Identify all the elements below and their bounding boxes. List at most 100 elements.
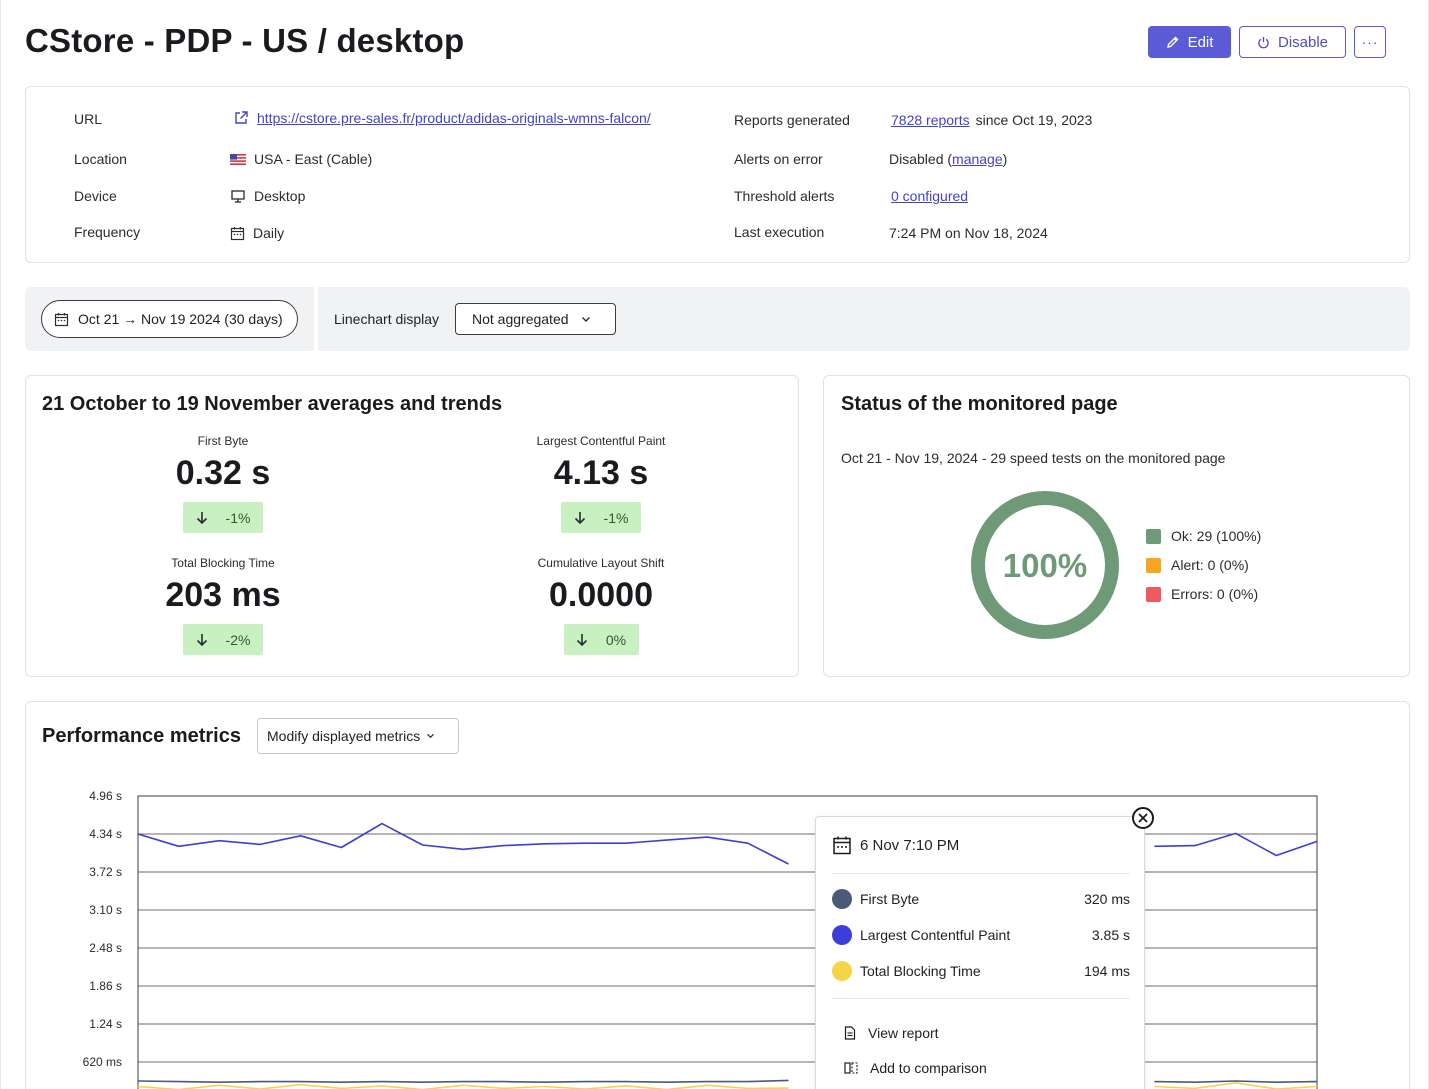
metric-lcp: Largest Contentful Paint 4.13 s -1% bbox=[451, 434, 751, 533]
location-label: Location bbox=[74, 151, 127, 167]
donut-ok-arc bbox=[971, 491, 1119, 639]
donut-label: 100% bbox=[1003, 547, 1087, 584]
trend-badge: -1% bbox=[561, 502, 641, 533]
power-icon bbox=[1258, 36, 1269, 48]
series-line bbox=[137, 822, 1318, 865]
trend-value: 0% bbox=[605, 631, 627, 648]
location-value: USA - East (Cable) bbox=[254, 151, 373, 167]
tooltip-row-name: Largest Contentful Paint bbox=[860, 927, 1011, 943]
averages-card bbox=[25, 375, 799, 677]
disable-button[interactable]: Disable bbox=[1239, 26, 1346, 58]
metric-value: 0.0000 bbox=[549, 576, 653, 614]
manage-alerts-link[interactable]: manage bbox=[952, 151, 1003, 167]
filter-divider bbox=[314, 287, 318, 351]
legend-errors: Errors: 0 (0%) bbox=[1146, 586, 1258, 602]
date-range-picker[interactable]: Oct 21 → Nov 19 2024 (30 days) bbox=[41, 300, 298, 338]
status-subtitle: Oct 21 - Nov 19, 2024 - 29 speed tests o… bbox=[841, 450, 1226, 466]
view-report-label: View report bbox=[868, 1025, 939, 1041]
data-point-tooltip: 6 Nov 7:10 PM First Byte 320 ms Largest … bbox=[815, 816, 1145, 1089]
trend-value: -1% bbox=[603, 509, 629, 526]
reports-label: Reports generated bbox=[734, 112, 850, 128]
trend-value: -2% bbox=[225, 631, 251, 648]
metric-value: 0.32 s bbox=[175, 454, 271, 492]
modify-metrics-label: Modify displayed metrics bbox=[267, 728, 421, 744]
calendar-icon bbox=[833, 836, 851, 855]
tooltip-date-label: 6 Nov 7:10 PM bbox=[860, 836, 960, 854]
external-link-icon bbox=[235, 111, 248, 124]
calendar-icon bbox=[54, 312, 69, 326]
monitored-url-link[interactable]: https://cstore.pre-sales.fr/product/adid… bbox=[257, 110, 651, 126]
legend-swatch-alert bbox=[1146, 557, 1161, 573]
tooltip-row-lcp: Largest Contentful Paint 3.85 s bbox=[832, 925, 1130, 945]
monitor-icon bbox=[231, 189, 245, 203]
metric-first-byte: First Byte 0.32 s -1% bbox=[73, 434, 373, 533]
y-tick-label: 3.72 s bbox=[89, 865, 122, 879]
metric-name: Total Blocking Time bbox=[171, 556, 275, 570]
last-execution-label: Last execution bbox=[734, 224, 825, 240]
linechart-display-select[interactable]: Not aggregated bbox=[455, 303, 616, 335]
tooltip-row-tbt: Total Blocking Time 194 ms bbox=[832, 961, 1130, 981]
add-to-comparison-action[interactable]: Add to comparison bbox=[844, 1060, 987, 1076]
tooltip-divider bbox=[832, 873, 1130, 874]
status-card bbox=[823, 375, 1410, 677]
averages-title: 21 October to 19 November averages and t… bbox=[42, 393, 503, 415]
tooltip-row-value: 194 ms bbox=[1084, 963, 1130, 979]
series-line bbox=[137, 1079, 1318, 1083]
y-tick-label: 2.48 s bbox=[89, 941, 122, 955]
close-icon bbox=[1138, 813, 1148, 823]
tooltip-close-button[interactable] bbox=[1132, 807, 1154, 829]
series-dot bbox=[832, 925, 852, 945]
frequency-label: Frequency bbox=[74, 224, 141, 240]
edit-button-label: Edit bbox=[1187, 33, 1214, 51]
legend-ok-label: Ok: 29 (100%) bbox=[1171, 528, 1262, 544]
threshold-label: Threshold alerts bbox=[734, 188, 835, 204]
pencil-icon bbox=[1166, 36, 1179, 48]
threshold-configured-link[interactable]: 0 configured bbox=[891, 188, 969, 204]
page-title: CStore - PDP - US / desktop bbox=[25, 22, 465, 59]
tooltip-row-name: Total Blocking Time bbox=[860, 963, 981, 979]
performance-title: Performance metrics bbox=[42, 725, 241, 747]
calendar-icon bbox=[230, 226, 245, 240]
metric-name: Largest Contentful Paint bbox=[536, 434, 666, 448]
metric-cls: Cumulative Layout Shift 0.0000 0% bbox=[451, 556, 751, 655]
series-line bbox=[137, 1082, 1318, 1089]
tooltip-row-value: 320 ms bbox=[1084, 891, 1130, 907]
y-tick-label: 3.10 s bbox=[89, 903, 122, 917]
chevron-down-icon bbox=[427, 733, 435, 739]
alerts-value: Disabled ( bbox=[889, 151, 953, 167]
trend-value: -1% bbox=[225, 509, 251, 526]
trend-badge: 0% bbox=[563, 624, 639, 655]
tooltip-row-name: First Byte bbox=[860, 891, 920, 907]
arrow-down-icon bbox=[576, 633, 587, 646]
legend-swatch-ok bbox=[1146, 528, 1161, 544]
frequency-value: Daily bbox=[253, 225, 285, 241]
status-donut: 100% bbox=[971, 491, 1119, 639]
last-execution-value: 7:24 PM on Nov 18, 2024 bbox=[889, 225, 1048, 241]
modify-metrics-dropdown[interactable]: Modify displayed metrics bbox=[257, 718, 459, 754]
legend-errors-label: Errors: 0 (0%) bbox=[1171, 586, 1259, 602]
alerts-close-paren: ) bbox=[1002, 151, 1008, 167]
edit-button[interactable]: Edit bbox=[1148, 26, 1231, 58]
disable-button-label: Disable bbox=[1277, 33, 1329, 51]
arrow-down-icon bbox=[196, 511, 207, 524]
linechart-display-label: Linechart display bbox=[334, 311, 440, 327]
reports-since: since Oct 19, 2023 bbox=[975, 112, 1093, 128]
metric-tbt: Total Blocking Time 203 ms -2% bbox=[73, 556, 373, 655]
reports-link[interactable]: 7828 reports bbox=[891, 112, 970, 128]
tooltip-divider bbox=[832, 998, 1130, 999]
y-tick-label: 620 ms bbox=[83, 1055, 122, 1069]
trend-badge: -2% bbox=[183, 624, 263, 655]
y-tick-label: 4.34 s bbox=[89, 827, 122, 841]
more-options-button[interactable]: ··· bbox=[1354, 26, 1386, 58]
device-label: Device bbox=[74, 188, 117, 204]
arrow-down-icon bbox=[574, 511, 585, 524]
view-report-action[interactable]: View report bbox=[844, 1025, 939, 1041]
y-tick-label: 4.96 s bbox=[89, 789, 122, 803]
us-flag-icon bbox=[230, 153, 246, 165]
linechart-display-value: Not aggregated bbox=[472, 311, 569, 327]
series-dot bbox=[832, 889, 852, 909]
metric-name: Cumulative Layout Shift bbox=[537, 556, 665, 570]
metric-value: 4.13 s bbox=[553, 454, 649, 492]
date-range-label: Oct 21 → Nov 19 2024 (30 days) bbox=[78, 311, 283, 327]
document-icon bbox=[844, 1026, 856, 1040]
